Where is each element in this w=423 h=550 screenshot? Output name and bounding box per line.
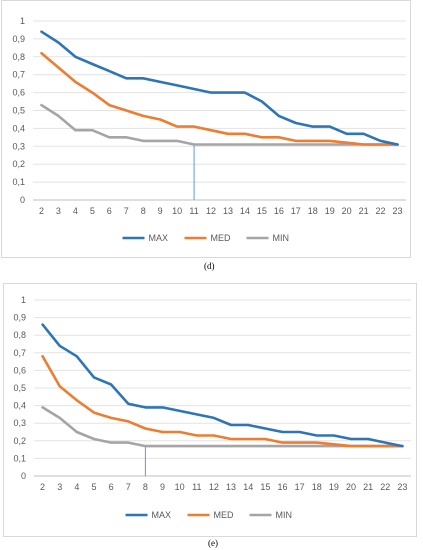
x-tick-label: 18	[312, 482, 322, 492]
x-tick-label: 19	[325, 206, 335, 216]
x-tick-label: 7	[124, 206, 129, 216]
x-tick-label: 10	[172, 206, 182, 216]
y-tick-label: 0,6	[12, 88, 25, 98]
x-tick-label: 17	[295, 482, 305, 492]
y-tick-label: 0,7	[13, 348, 26, 358]
x-tick-label: 8	[143, 482, 148, 492]
x-tick-label: 5	[90, 206, 95, 216]
x-tick-label: 19	[329, 482, 339, 492]
caption-d: (d)	[204, 261, 215, 271]
y-tick-label: 0,3	[13, 418, 26, 428]
x-tick-label: 15	[257, 206, 267, 216]
x-tick-label: 20	[346, 482, 356, 492]
x-tick-label: 8	[141, 206, 146, 216]
y-tick-label: 0,7	[12, 70, 25, 80]
y-tick-label: 0,9	[12, 34, 25, 44]
x-tick-label: 5	[91, 482, 96, 492]
x-tick-label: 12	[206, 206, 216, 216]
x-tick-label: 11	[189, 206, 198, 216]
series-line-max	[41, 323, 404, 448]
chart-panel-d: 0 0,1 0,2 0,3 0,4 0,5 0,6 0,7 0,8 0,9 1 2 3 4 5 6 7 8 9 10 1…	[1, 0, 411, 258]
y-tick-label: 0,9	[13, 313, 26, 323]
x-tick-label: 22	[376, 206, 386, 216]
y-tick-label: 0,1	[13, 453, 26, 463]
x-tick-label: 16	[274, 206, 284, 216]
x-tick-label: 16	[277, 482, 287, 492]
y-tick-label: 0,4	[13, 401, 26, 411]
x-tick-label: 10	[175, 482, 185, 492]
y-tick-label: 0,8	[13, 330, 26, 340]
x-tick-label: 22	[380, 482, 390, 492]
x-tick-label: 23	[397, 482, 407, 492]
series-line-min	[40, 103, 399, 146]
legend-label-min: MIN	[276, 510, 293, 520]
caption-e: (e)	[208, 538, 218, 548]
chart-panel-e: 0 0,1 0,2 0,3 0,4 0,5 0,6 0,7 0,8 0,9 1 2 3 4 5 6 7 8 9 10 1…	[3, 283, 417, 537]
y-tick-label: 0,8	[12, 52, 25, 62]
x-tick-label: 18	[308, 206, 318, 216]
x-tick-label: 12	[209, 482, 219, 492]
y-tick-label: 0,6	[13, 365, 26, 375]
x-tick-label: 23	[393, 206, 403, 216]
legend-label-med: MED	[214, 510, 235, 520]
legend-label-max: MAX	[149, 233, 169, 243]
x-tick-label: 4	[74, 482, 79, 492]
series-line-med	[41, 355, 404, 448]
y-tick-label: 0,3	[12, 141, 25, 151]
x-tick-label: 6	[107, 206, 112, 216]
y-tick-label: 1	[20, 16, 25, 26]
x-tick-label: 9	[158, 206, 163, 216]
x-tick-label: 20	[342, 206, 352, 216]
y-tick-label: 0,4	[12, 123, 25, 133]
y-tick-label: 0	[20, 195, 25, 205]
x-tick-label: 6	[109, 482, 114, 492]
x-tick-label: 14	[240, 206, 250, 216]
x-tick-label: 15	[260, 482, 270, 492]
x-tick-label: 2	[40, 482, 45, 492]
x-tick-label: 3	[56, 206, 61, 216]
x-tick-label: 3	[57, 482, 62, 492]
legend-label-max: MAX	[152, 510, 172, 520]
x-tick-label: 21	[359, 206, 369, 216]
legend-label-med: MED	[211, 233, 232, 243]
x-tick-label: 14	[243, 482, 253, 492]
series-line-med	[40, 51, 399, 146]
series-line-max	[40, 30, 399, 146]
y-tick-label: 0,2	[13, 436, 26, 446]
x-tick-label: 7	[126, 482, 131, 492]
y-tick-label: 0,1	[12, 177, 25, 187]
line-chart-e: 00,10,20,30,40,50,60,70,80,912 3 4 5 6 7 8 9 10 1…	[13, 295, 411, 520]
y-tick-label: 0,5	[12, 106, 25, 116]
x-tick-label: 2	[39, 206, 44, 216]
line-chart-d: 00,10,20,30,40,50,60,70,80,912 3 4 5 6 7 8 9 10 1…	[12, 16, 406, 243]
x-tick-label: 21	[363, 482, 373, 492]
x-tick-label: 9	[160, 482, 165, 492]
x-tick-label: 13	[223, 206, 233, 216]
y-tick-label: 0,5	[13, 383, 26, 393]
y-tick-label: 0	[21, 471, 26, 481]
y-tick-label: 1	[21, 295, 26, 305]
x-tick-label: 17	[291, 206, 301, 216]
x-tick-label: 13	[226, 482, 236, 492]
legend-label-min: MIN	[273, 233, 290, 243]
x-tick-label: 4	[73, 206, 78, 216]
y-tick-label: 0,2	[12, 159, 25, 169]
x-tick-label: 11	[192, 482, 201, 492]
